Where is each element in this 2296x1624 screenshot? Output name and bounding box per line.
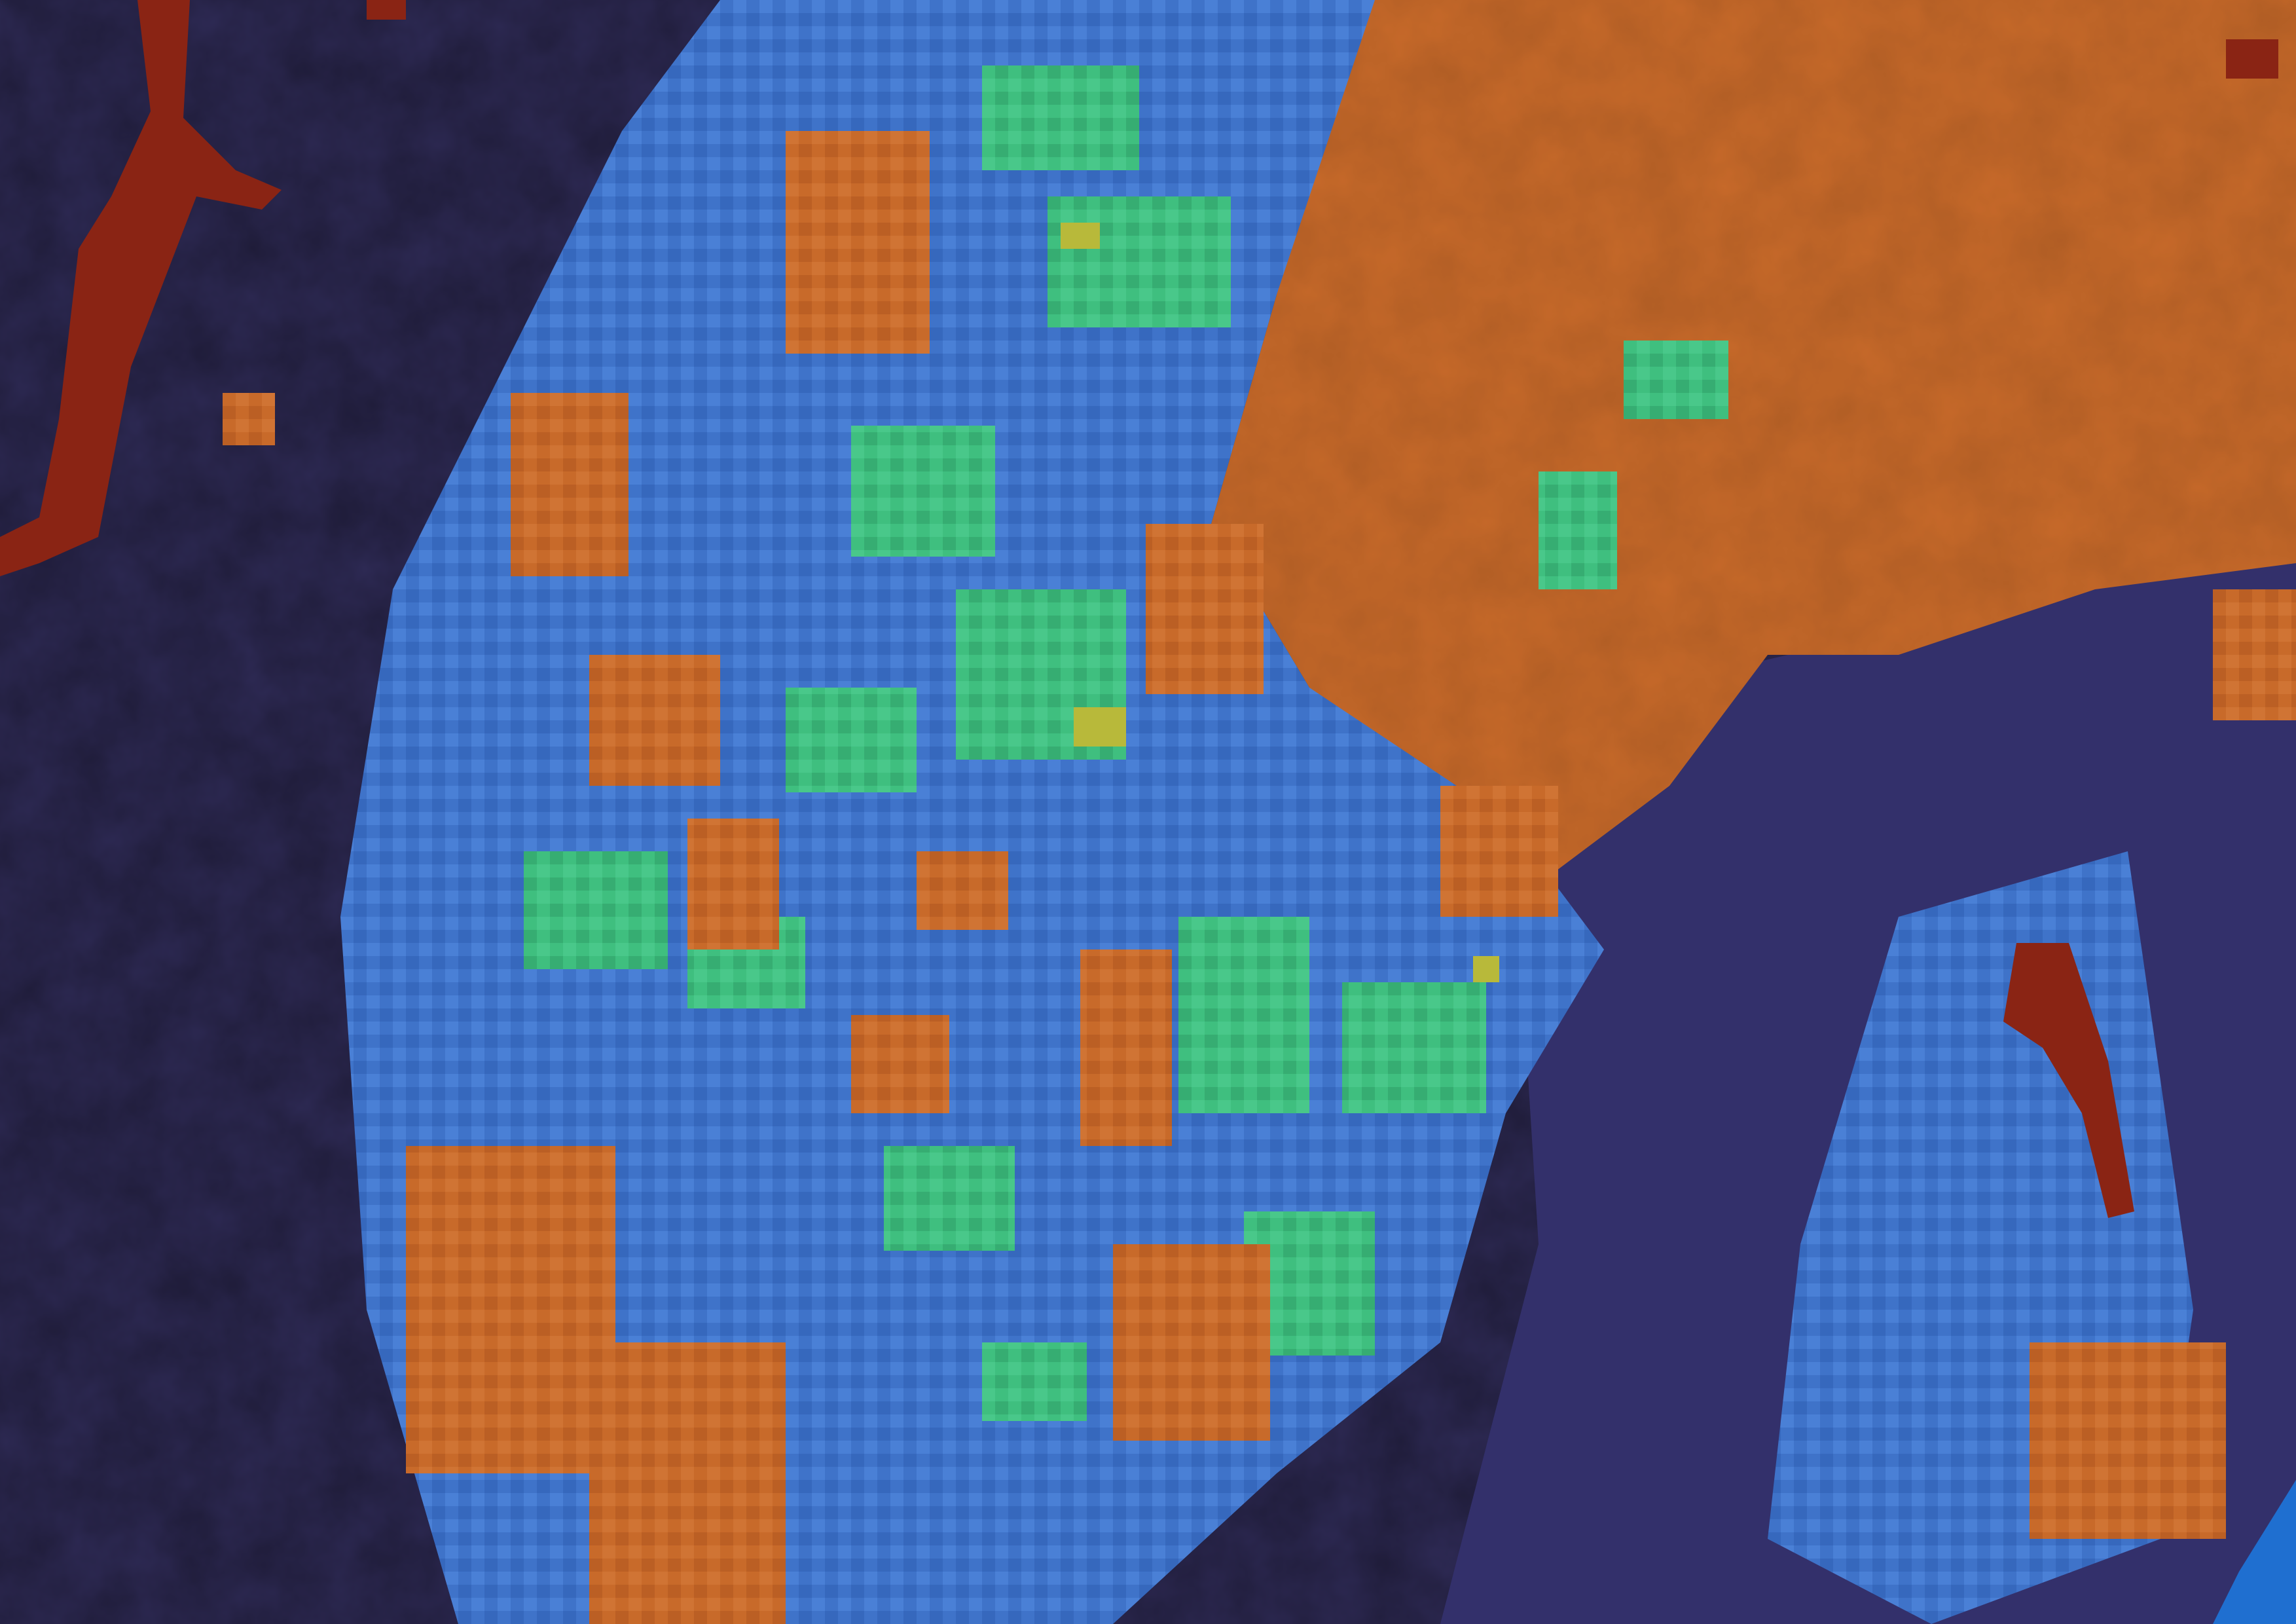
high-patches	[223, 131, 2296, 1624]
urban-texture-northeast	[1211, 0, 2296, 884]
coastline-water	[2213, 1480, 2296, 1624]
moderate-patches	[524, 65, 1728, 1421]
elevated-patches	[1061, 223, 1499, 982]
very-high-channels	[0, 0, 2278, 1218]
